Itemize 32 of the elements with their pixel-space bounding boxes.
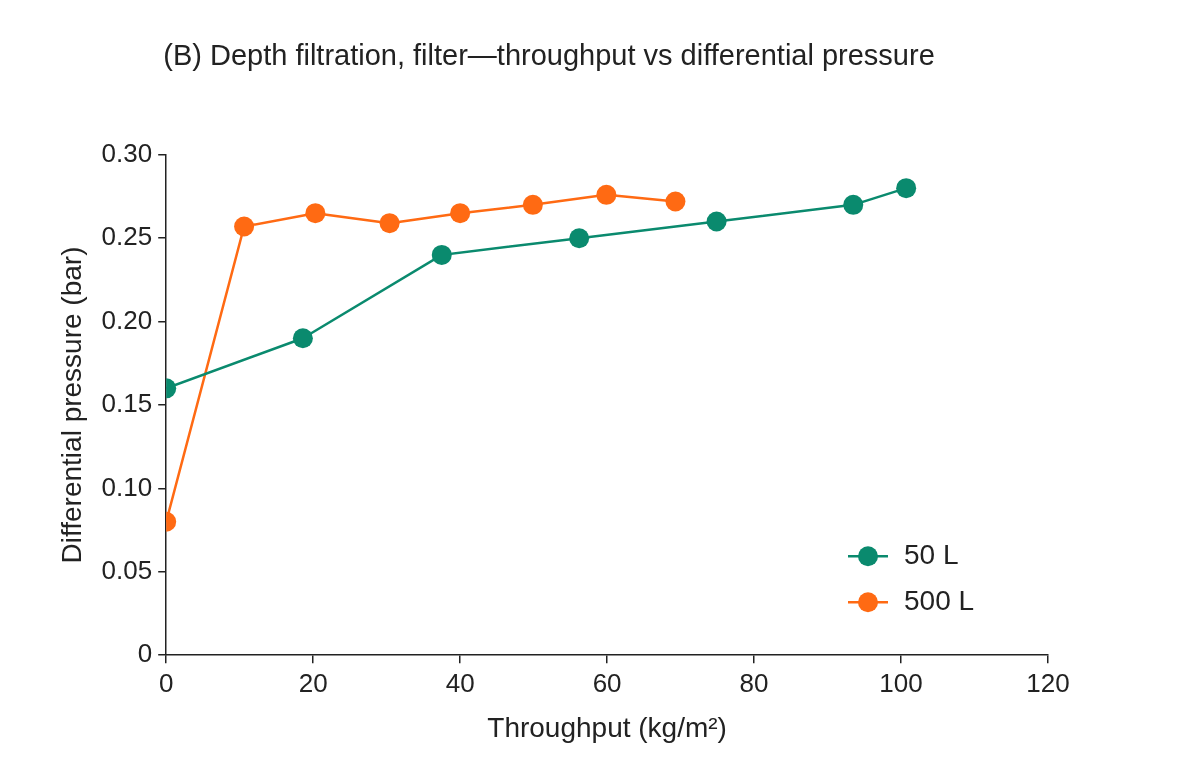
point bbox=[665, 191, 686, 212]
x-tick-label: 100 bbox=[879, 667, 923, 698]
x-tick-label: 60 bbox=[592, 667, 622, 698]
point bbox=[522, 194, 543, 215]
x-tick-label: 40 bbox=[445, 667, 475, 698]
point bbox=[431, 244, 452, 265]
y-tick-label: 0.30 bbox=[101, 137, 153, 168]
point bbox=[450, 203, 471, 224]
legend-label: 500 L bbox=[904, 584, 975, 616]
y-axis-title: Differential pressure (bar) bbox=[55, 246, 87, 564]
x-tick-label: 0 bbox=[158, 667, 174, 698]
point bbox=[379, 213, 400, 234]
point bbox=[843, 194, 864, 215]
point bbox=[292, 328, 313, 349]
x-axis-title: Throughput (kg/m²) bbox=[487, 711, 727, 743]
x-tick-label: 20 bbox=[298, 667, 328, 698]
y-tick-label: 0.05 bbox=[101, 554, 153, 585]
y-tick-label: 0.15 bbox=[101, 388, 153, 419]
chart-title: (B) Depth filtration, filter—throughput vs differential pressure bbox=[163, 39, 935, 72]
x-tick-label: 80 bbox=[739, 667, 769, 698]
y-tick-label: 0.20 bbox=[101, 304, 153, 335]
x-tick-label: 120 bbox=[1026, 667, 1070, 698]
point bbox=[706, 211, 727, 232]
y-tick-label: 0 bbox=[137, 638, 153, 669]
point bbox=[596, 184, 617, 205]
point bbox=[305, 203, 326, 224]
point bbox=[569, 228, 590, 249]
point bbox=[896, 178, 917, 199]
y-tick-label: 0.10 bbox=[101, 471, 153, 502]
legend-label: 50 L bbox=[904, 538, 959, 570]
point bbox=[234, 216, 255, 237]
y-tick-label: 0.25 bbox=[101, 221, 153, 252]
